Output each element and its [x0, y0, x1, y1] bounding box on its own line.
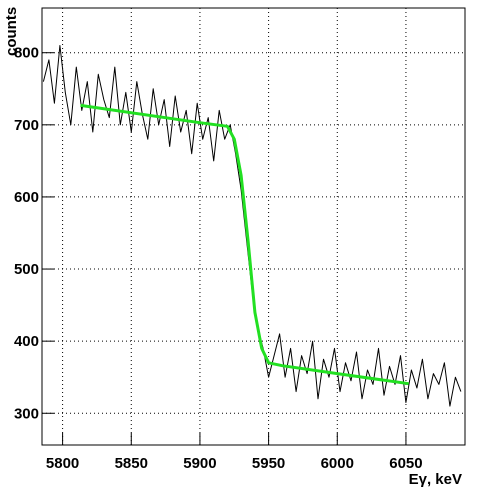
- x-axis-label: Eγ, keV: [409, 471, 462, 488]
- tick-labels: 5800 5850 5900 5950 6000 6050 300 400 500 600 700 8…: [14, 45, 423, 472]
- x-tick-label: 6000: [321, 455, 354, 472]
- y-tick-label: 300: [14, 405, 39, 422]
- plot-area: [42, 8, 465, 445]
- fit-line: [80, 103, 409, 386]
- y-tick-label: 400: [14, 333, 39, 350]
- grid: [42, 8, 465, 445]
- x-tick-label: 5800: [46, 455, 79, 472]
- marks: [42, 45, 462, 407]
- x-tick-label: 6050: [389, 455, 422, 472]
- y-axis-label: counts: [3, 7, 20, 56]
- x-tick-label: 5950: [252, 455, 285, 472]
- y-tick-label: 700: [14, 117, 39, 134]
- y-tick-label: 600: [14, 189, 39, 206]
- y-tick-label: 800: [14, 45, 39, 62]
- y-tick-label: 500: [14, 261, 39, 278]
- frame: [41, 7, 466, 446]
- x-tick-label: 5850: [115, 455, 148, 472]
- x-tick-label: 5900: [183, 455, 216, 472]
